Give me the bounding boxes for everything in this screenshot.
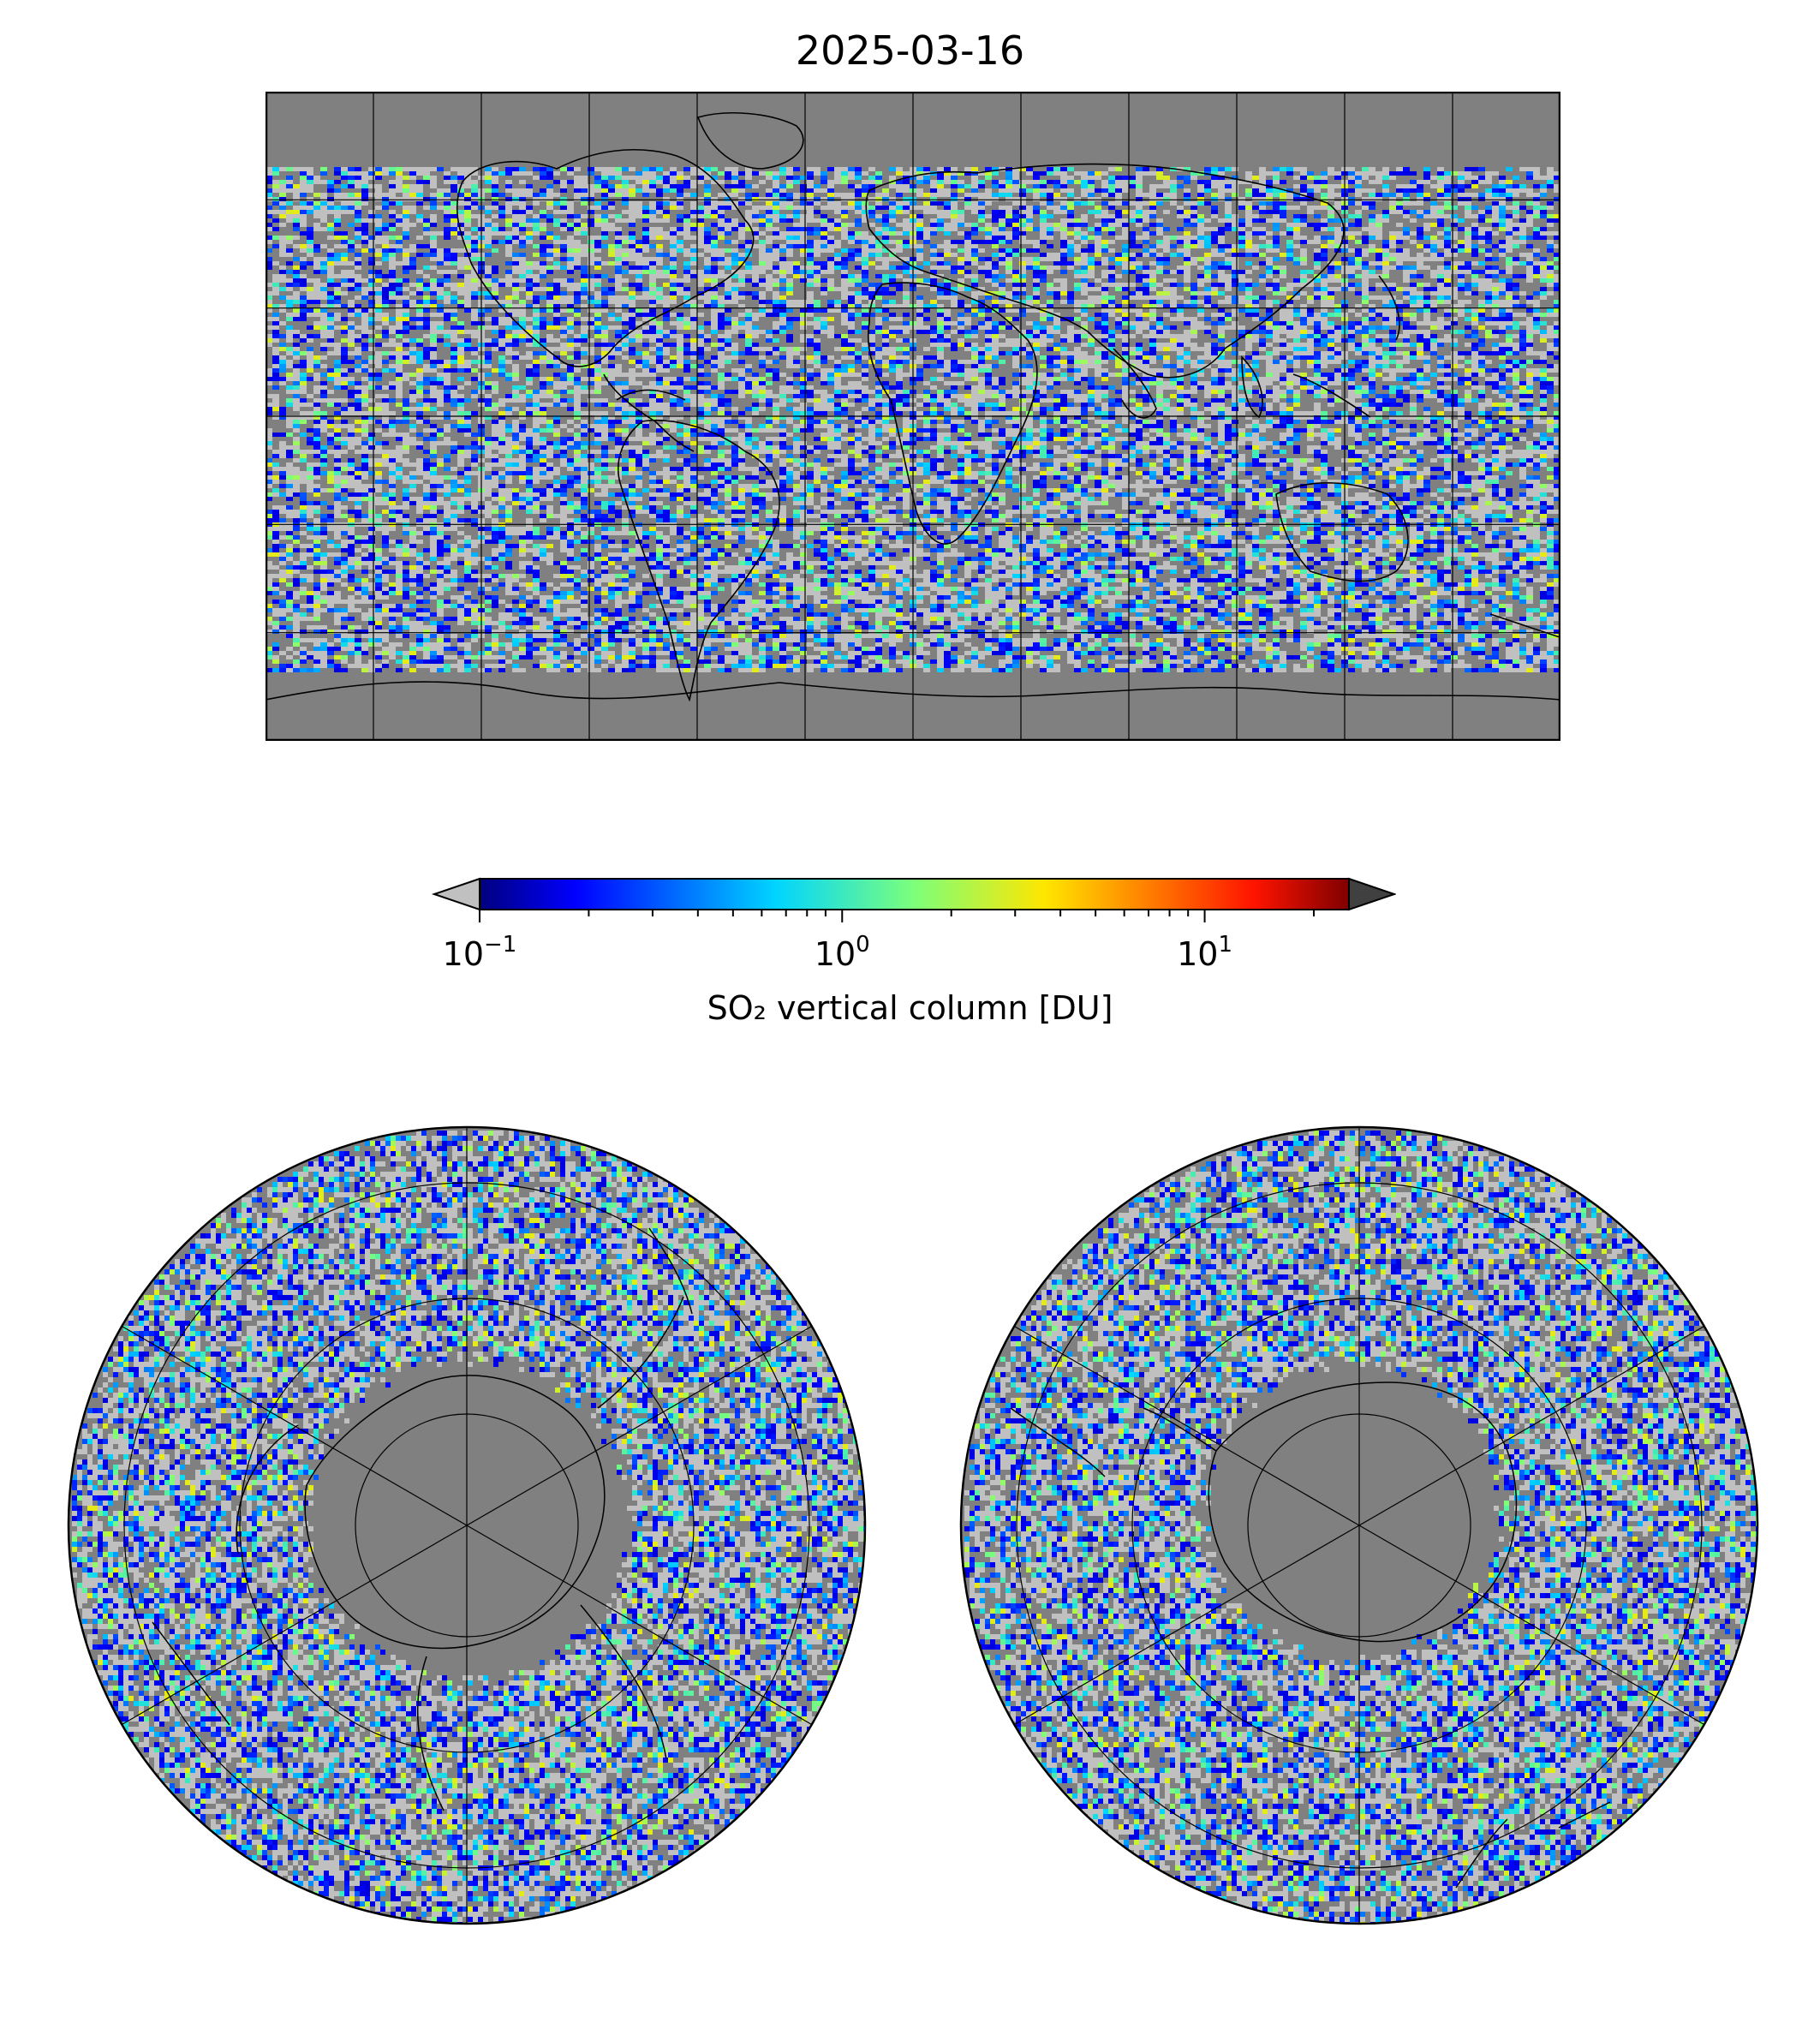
- south-gridlines: [1013, 1127, 1705, 1924]
- south-map-frame: [959, 1125, 1759, 1925]
- colorbar-tick-label-0: 10−1: [443, 932, 517, 973]
- north-map-frame: [67, 1125, 867, 1925]
- colorbar: 10−1 100 101: [431, 877, 1396, 973]
- colorbar-tick-label-2: 101: [1177, 932, 1232, 973]
- colorbar-tick-label-1: 100: [815, 932, 870, 973]
- global-gridlines: [266, 92, 1560, 741]
- south-so2-field: [964, 1131, 1757, 1924]
- colorbar-ticks: [479, 910, 1315, 922]
- north-so2-field: [72, 1131, 865, 1924]
- global-map-frame: [266, 92, 1560, 741]
- colorbar-gradient: [479, 878, 1350, 910]
- global-coastlines: [266, 112, 1560, 702]
- south-coastlines: [1010, 1381, 1611, 1889]
- colorbar-over-extension: [1348, 877, 1396, 911]
- colorbar-tick-labels: 10−1 100 101: [443, 932, 1232, 973]
- north-coastlines: [152, 1227, 693, 1811]
- north-gridlines: [121, 1127, 813, 1924]
- colorbar-label: SO₂ vertical column [DU]: [0, 989, 1820, 1027]
- global-map: [266, 92, 1560, 741]
- south-polar-map: [959, 1125, 1759, 1925]
- figure-title: 2025-03-16: [0, 27, 1820, 74]
- colorbar-under-extension: [431, 877, 480, 911]
- north-polar-map: [67, 1125, 867, 1925]
